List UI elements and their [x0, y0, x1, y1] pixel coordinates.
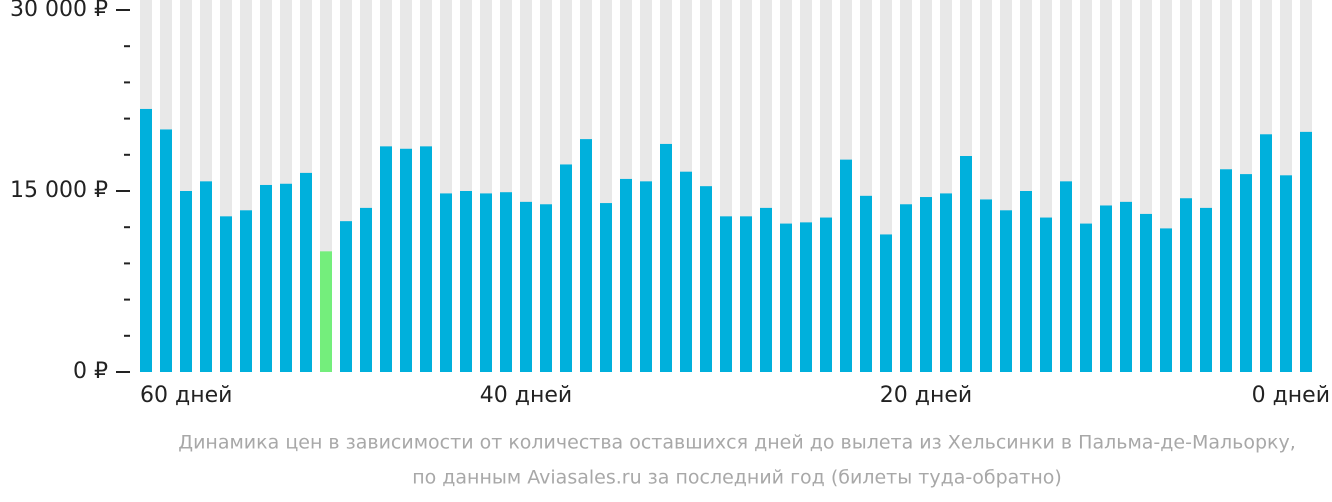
bar [180, 191, 192, 372]
y-tick-label: 0 ₽ [73, 359, 108, 384]
bar [1180, 198, 1192, 372]
caption: Динамика цен в зависимости от количества… [178, 432, 1296, 454]
bar [460, 191, 472, 372]
bar [200, 181, 212, 372]
bar [240, 210, 252, 372]
bar [1040, 217, 1052, 372]
bar [920, 197, 932, 372]
bar [1080, 223, 1092, 372]
bar [800, 222, 812, 372]
bar [160, 129, 172, 372]
bar [420, 146, 432, 372]
bar [1220, 169, 1232, 372]
bar [1240, 174, 1252, 372]
bar [480, 193, 492, 372]
y-tick-label: 15 000 ₽ [10, 178, 108, 203]
bar [300, 172, 312, 372]
bar [1100, 205, 1112, 372]
x-tick-label: 60 дней [140, 383, 232, 408]
bar [540, 204, 552, 372]
bar [320, 251, 332, 372]
bar [880, 234, 892, 372]
bar [700, 186, 712, 372]
bar [1020, 191, 1032, 372]
y-tick-label: 30 000 ₽ [10, 0, 108, 22]
bar [980, 199, 992, 372]
bar [740, 216, 752, 372]
bar [380, 146, 392, 372]
bar [780, 223, 792, 372]
bar [620, 178, 632, 372]
bar [560, 164, 572, 372]
x-tick-label: 40 дней [480, 383, 572, 408]
x-tick-label: 20 дней [880, 383, 972, 408]
bar [820, 217, 832, 372]
bar [220, 216, 232, 372]
bar [1160, 228, 1172, 372]
bar [360, 207, 372, 372]
bar [400, 148, 412, 372]
bar [280, 183, 292, 372]
bar [1260, 134, 1272, 372]
bar [520, 201, 532, 372]
bar [760, 207, 772, 372]
caption: по данным Aviasales.ru за последний год … [412, 467, 1062, 489]
bar [1140, 213, 1152, 372]
bar [840, 159, 852, 372]
bar [1300, 131, 1312, 372]
bar [1060, 181, 1072, 372]
bar [900, 204, 912, 372]
bar [960, 156, 972, 372]
bar [340, 221, 352, 372]
bar [500, 192, 512, 372]
bar [1000, 210, 1012, 372]
bar [600, 203, 612, 372]
bar [1120, 201, 1132, 372]
bar [440, 193, 452, 372]
bar [940, 193, 952, 372]
bar [720, 216, 732, 372]
x-tick-label: 0 дней [1252, 383, 1330, 408]
bar [640, 181, 652, 372]
bar [260, 184, 272, 372]
bar [1200, 207, 1212, 372]
bar [680, 171, 692, 372]
bar [580, 139, 592, 372]
bar [1280, 175, 1292, 372]
bar [660, 143, 672, 372]
bar [140, 108, 152, 373]
bar [860, 195, 872, 372]
